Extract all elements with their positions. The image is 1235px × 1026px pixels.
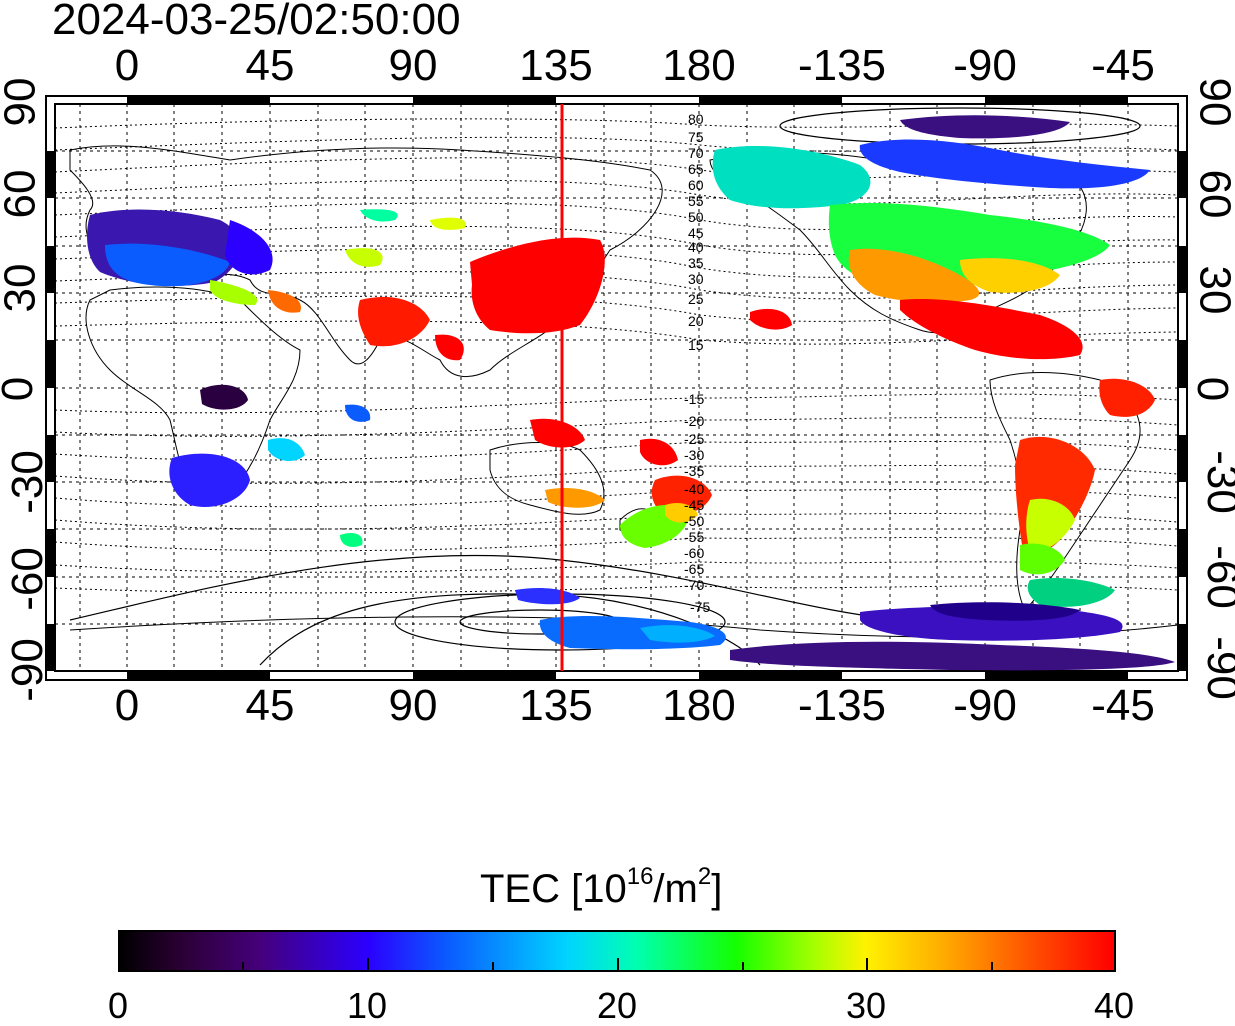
- contour-label: -60: [684, 545, 704, 561]
- tec-data-patches: [87, 115, 1175, 671]
- colorbar: [118, 930, 1116, 972]
- contour-label: -40: [684, 481, 704, 497]
- contour-label: 70: [688, 145, 704, 161]
- contour-label: -50: [684, 513, 704, 529]
- top-lon-label: -90: [953, 41, 1017, 90]
- bottom-lon-label: -135: [797, 681, 887, 730]
- contour-label: 20: [688, 313, 704, 329]
- contour-label: -75: [690, 599, 710, 615]
- tec-map: 80 75 70 65 60 55 50 45 40 35 30 25 20 1…: [45, 95, 1188, 681]
- contour-label: 15: [688, 337, 704, 353]
- contour-label: 40: [688, 239, 704, 255]
- colorbar-title: TEC [1016/m2]: [480, 863, 723, 912]
- contour-label: 35: [688, 255, 704, 271]
- frame-ticks: [46, 96, 1187, 680]
- contour-label: 30: [688, 271, 704, 287]
- colorbar-label: 40: [1093, 985, 1135, 1026]
- bottom-lon-label: 135: [519, 681, 593, 730]
- top-lon-label: 45: [245, 41, 295, 90]
- bottom-lon-label: -45: [1091, 681, 1155, 730]
- bottom-lon-label: 45: [245, 681, 295, 730]
- colorbar-minor-tick: [742, 962, 744, 970]
- contour-labels: 80 75 70 65 60 55 50 45 40 35 30 25 20 1…: [684, 111, 710, 615]
- contour-label: 65: [688, 161, 704, 177]
- contour-label: 25: [688, 291, 704, 307]
- contour-label: -70: [684, 577, 704, 593]
- top-lon-label: 90: [388, 41, 438, 90]
- contour-label: -20: [684, 413, 704, 429]
- contour-label: 55: [688, 193, 704, 209]
- top-lon-label: 180: [662, 41, 736, 90]
- colorbar-label: 20: [596, 985, 638, 1026]
- contour-label: 75: [688, 129, 704, 145]
- colorbar-label: 0: [107, 985, 129, 1026]
- top-lon-label: 0: [114, 41, 140, 90]
- contour-label: -25: [684, 431, 704, 447]
- top-lon-label: 135: [519, 41, 593, 90]
- bottom-lon-label: -90: [953, 681, 1017, 730]
- bottom-lon-label: 180: [662, 681, 736, 730]
- colorbar-label: 30: [845, 985, 887, 1026]
- colorbar-major-tick: [367, 958, 369, 970]
- timestamp-title: 2024-03-25/02:50:00: [52, 0, 461, 44]
- colorbar-minor-tick: [492, 962, 494, 970]
- bottom-lon-label: 0: [114, 681, 140, 730]
- contour-label: 60: [688, 177, 704, 193]
- contour-label: -15: [684, 391, 704, 407]
- contour-label: -35: [684, 463, 704, 479]
- magnetic-contours: [54, 118, 1179, 594]
- contour-label: 50: [688, 209, 704, 225]
- colorbar-major-tick: [617, 958, 619, 970]
- contour-label: -45: [684, 497, 704, 513]
- colorbar-minor-tick: [991, 962, 993, 970]
- bottom-lon-label: 90: [388, 681, 438, 730]
- top-lon-label: -135: [797, 41, 887, 90]
- contour-label: -30: [684, 447, 704, 463]
- contour-label: 80: [688, 111, 704, 127]
- top-lon-label: -45: [1091, 41, 1155, 90]
- contour-label: -55: [684, 529, 704, 545]
- colorbar-minor-tick: [242, 962, 244, 970]
- colorbar-major-tick: [866, 958, 868, 970]
- contour-label: -65: [684, 561, 704, 577]
- colorbar-label: 10: [346, 985, 388, 1026]
- contour-label: 45: [688, 225, 704, 241]
